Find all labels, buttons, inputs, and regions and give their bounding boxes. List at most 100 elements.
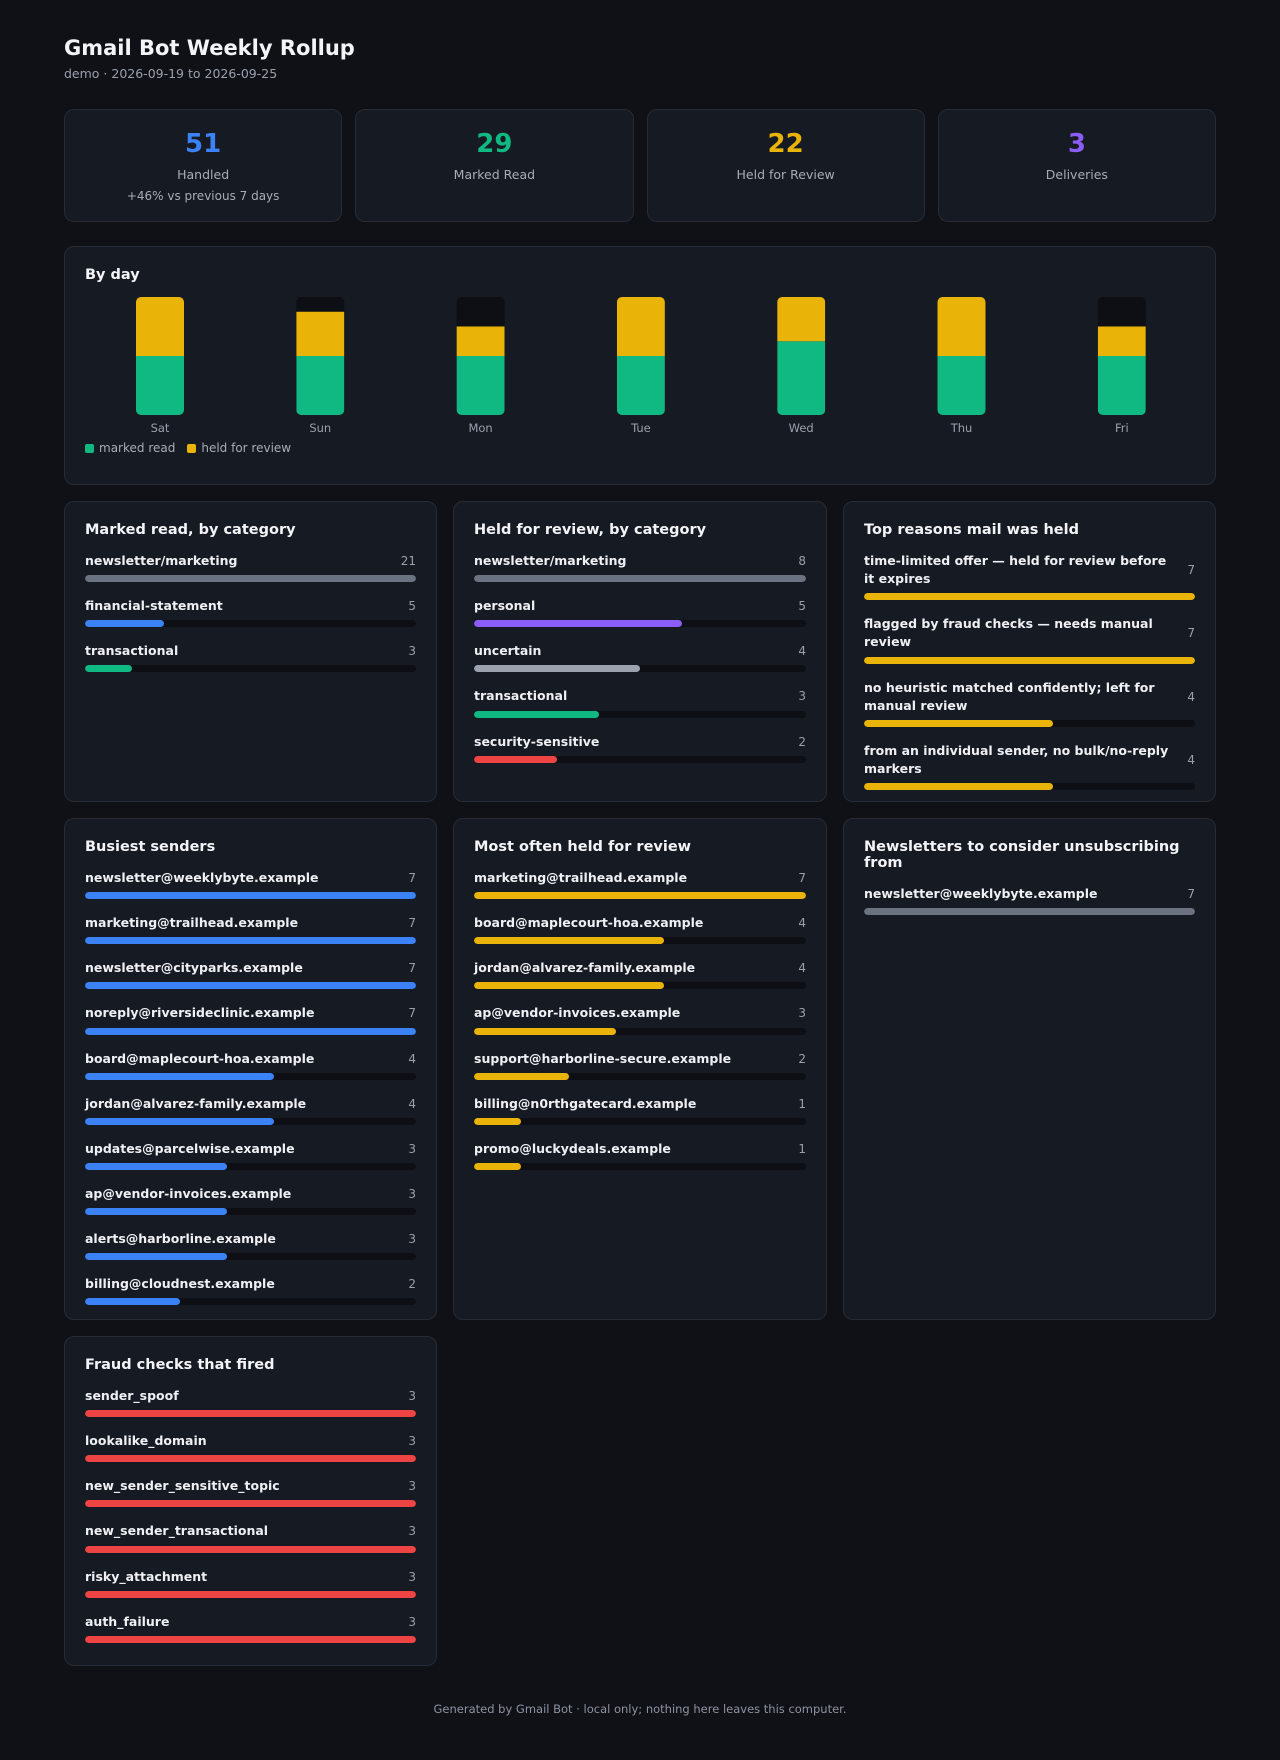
bar-track [85, 575, 416, 583]
item-label: alerts@harborline.example [85, 1231, 276, 1246]
bar-fill [474, 1072, 569, 1080]
bar-fill [864, 783, 1054, 790]
bar-fill [85, 1027, 416, 1035]
x-tick-label: Thu [950, 421, 973, 435]
bar-track [85, 1253, 416, 1261]
list-item: new_sender_transactional 3 [85, 1522, 416, 1553]
x-tick-label: Fri [1115, 421, 1129, 435]
bar-track [85, 1027, 416, 1035]
bar-fill [864, 908, 1195, 916]
item-count: 4 [798, 644, 806, 659]
bar-fill [474, 1117, 522, 1125]
bar-marked-read-sun [296, 356, 345, 415]
bar-track [474, 937, 806, 945]
bar-track [85, 1410, 416, 1418]
bar-fill [85, 1500, 416, 1508]
item-count: 3 [408, 1614, 416, 1629]
bar-fill [85, 937, 416, 945]
list-item: auth_failure 3 [85, 1613, 416, 1643]
stat-label: Held for Review [736, 166, 835, 182]
x-tick-label: Mon [468, 421, 492, 435]
bar-fill [474, 755, 557, 763]
item-count: 3 [408, 1186, 416, 1201]
legend-item-held-for-review: held for review [187, 441, 291, 455]
item-count: 7 [408, 1006, 416, 1021]
item-label: no heuristic matched confidently; left f… [864, 679, 1155, 713]
list-item: billing@cloudnest.example 2 [85, 1275, 416, 1306]
item-count: 7 [798, 871, 806, 886]
list-item: promo@luckydeals.example 1 [474, 1140, 806, 1170]
bar-track [474, 982, 806, 990]
list-item: financial-statement 5 [85, 597, 416, 628]
list-item: ap@vendor-invoices.example 3 [474, 1004, 806, 1035]
bar-track [474, 620, 806, 628]
bar-fill [85, 1590, 416, 1598]
bar-track [85, 1455, 416, 1463]
bar-fill [864, 593, 1195, 601]
item-count: 7 [1187, 887, 1195, 902]
stats-row: 51 Handled +46% vs previous 7 days 29 Ma… [64, 109, 1216, 222]
bar-fill [85, 1072, 275, 1080]
chart-legend: marked read held for review [85, 441, 291, 455]
list-item: support@harborline-secure.example 2 [474, 1050, 806, 1080]
list-item: newsletter@weeklybyte.example 7 [85, 869, 416, 900]
marked-read-category-card: Marked read, by category newsletter/marke… [64, 501, 437, 802]
bar-fill [85, 1545, 416, 1553]
x-tick-label: Wed [789, 421, 814, 435]
item-count: 5 [408, 599, 416, 614]
item-label: billing@cloudnest.example [85, 1276, 275, 1292]
bar-held-for-review-sun [296, 311, 345, 356]
item-count: 3 [798, 689, 806, 704]
bar-fill [85, 1455, 416, 1463]
bar-track [85, 1590, 416, 1598]
bar-track [85, 1072, 416, 1080]
bar-held-for-review-thu [937, 297, 986, 356]
list-item: board@maplecourt-hoa.example 4 [85, 1050, 416, 1080]
bar-fill [85, 1410, 416, 1418]
bar-track [85, 1500, 416, 1508]
bar-track [864, 593, 1195, 601]
bar-track [85, 1635, 416, 1643]
x-tick-label: Sat [151, 421, 170, 435]
item-count: 1 [798, 1141, 806, 1156]
item-label: uncertain [474, 643, 542, 659]
bar-fill [85, 892, 416, 900]
list-item: newsletter@cityparks.example 7 [85, 959, 416, 990]
list-item: transactional 3 [85, 642, 416, 673]
page-subtitle: demo · 2026-09-19 to 2026-09-25 [64, 66, 278, 81]
item-label: ap@vendor-invoices.example [85, 1185, 292, 1201]
list-item: from an individual sender, no bulk/no-re… [864, 742, 1195, 790]
item-count: 4 [798, 961, 806, 976]
bar-track [85, 1298, 416, 1306]
list-item: personal 5 [474, 597, 806, 628]
item-count: 4 [798, 916, 806, 931]
bar-fill [85, 575, 416, 583]
bar-fill [474, 575, 806, 583]
bar-track [85, 1117, 416, 1125]
top-reasons-card: Top reasons mail was held time-limited of… [843, 501, 1216, 802]
legend-label: held for review [201, 441, 292, 455]
list-item: jordan@alvarez-family.example 4 [474, 959, 806, 990]
item-count: 7 [1187, 626, 1195, 641]
item-count: 4 [408, 1096, 416, 1111]
bar-held-for-review-tue [616, 297, 665, 356]
card-title: By day [85, 267, 140, 283]
item-label: auth_failure [85, 1613, 170, 1629]
list-item: ap@vendor-invoices.example 3 [85, 1185, 416, 1215]
stat-value: 29 [476, 129, 513, 159]
item-label: newsletter@cityparks.example [85, 960, 303, 976]
item-label: board@maplecourt-hoa.example [85, 1050, 315, 1066]
list-item: newsletter@weeklybyte.example 7 [864, 885, 1195, 916]
item-count: 3 [408, 1434, 416, 1449]
bar-track [85, 892, 416, 900]
list-item: newsletter/marketing 8 [474, 552, 806, 583]
bar-fill [474, 665, 640, 673]
list-item: newsletter/marketing 21 [85, 552, 416, 583]
list-item: flagged by fraud checks — needs manual r… [864, 615, 1195, 664]
legend-swatch [85, 443, 94, 453]
item-label: newsletter/marketing [474, 553, 627, 568]
item-count: 21 [400, 554, 416, 569]
x-tick-label: Tue [630, 421, 651, 435]
bar-track [474, 755, 806, 763]
card-title: Top reasons mail was held [864, 522, 1079, 538]
